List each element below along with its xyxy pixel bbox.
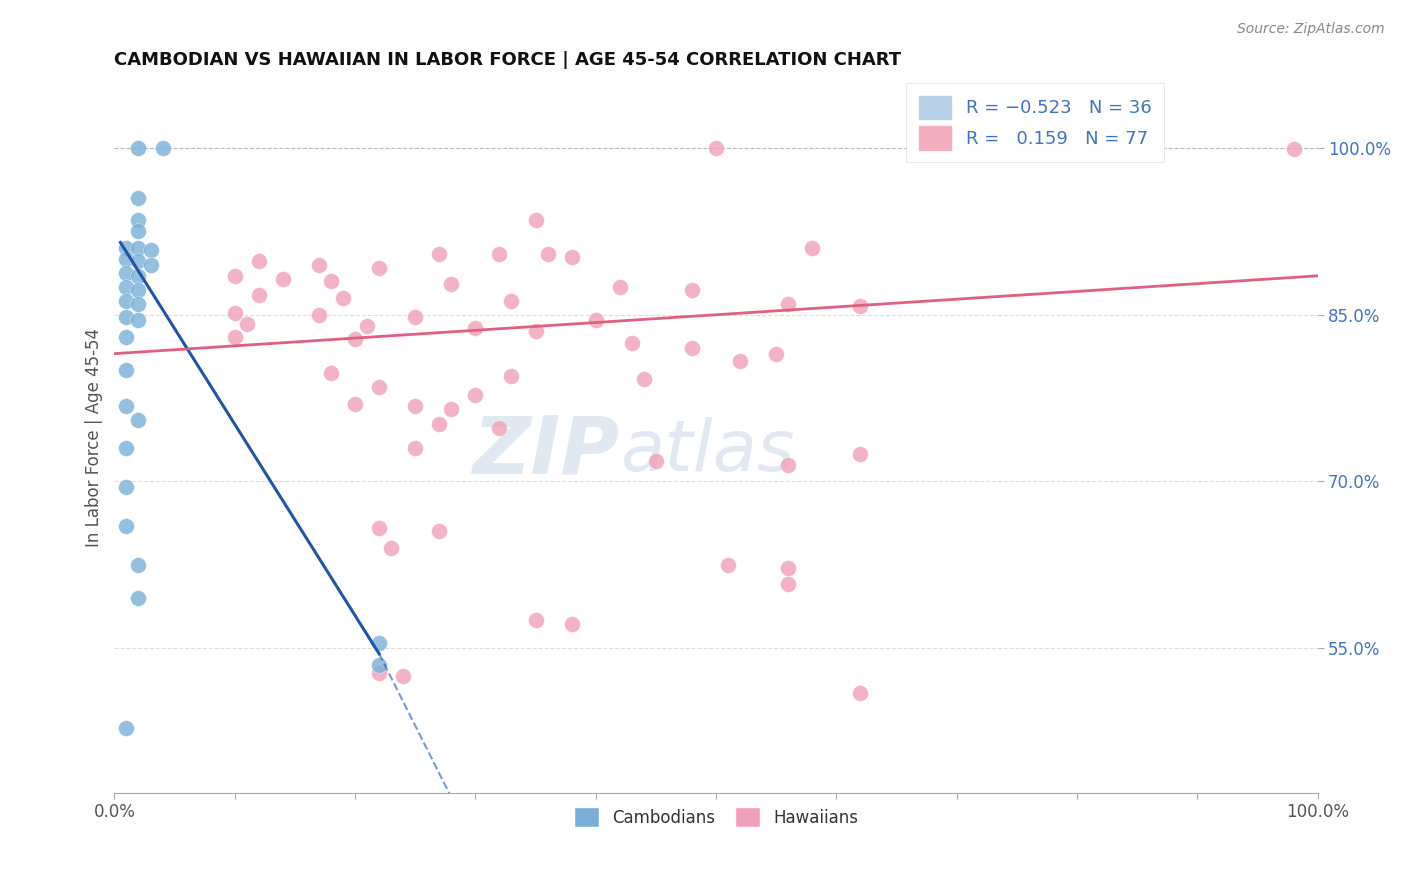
Point <box>127 591 149 606</box>
Point <box>849 685 872 699</box>
Point <box>236 317 259 331</box>
Point <box>115 252 138 267</box>
Point <box>404 441 426 455</box>
Point <box>247 287 270 301</box>
Point <box>681 341 703 355</box>
Point <box>585 313 607 327</box>
Point <box>717 558 740 572</box>
Point <box>778 296 800 310</box>
Point <box>127 224 149 238</box>
Point <box>247 254 270 268</box>
Point <box>115 330 138 344</box>
Point <box>620 335 643 350</box>
Point <box>778 561 800 575</box>
Point <box>849 299 872 313</box>
Point <box>139 244 162 258</box>
Point <box>224 305 246 319</box>
Text: CAMBODIAN VS HAWAIIAN IN LABOR FORCE | AGE 45-54 CORRELATION CHART: CAMBODIAN VS HAWAIIAN IN LABOR FORCE | A… <box>114 51 901 69</box>
Point <box>681 283 703 297</box>
Point <box>392 669 415 683</box>
Point <box>127 268 149 283</box>
Point <box>319 274 342 288</box>
Point <box>440 402 463 417</box>
Point <box>609 280 631 294</box>
Text: atlas: atlas <box>620 417 794 486</box>
Point <box>464 321 486 335</box>
Point <box>127 283 149 297</box>
Point <box>224 268 246 283</box>
Point <box>115 399 138 413</box>
Point <box>488 246 510 260</box>
Point <box>127 558 149 572</box>
Point <box>308 308 330 322</box>
Point <box>344 397 367 411</box>
Point <box>115 310 138 324</box>
Point <box>561 616 583 631</box>
Y-axis label: In Labor Force | Age 45-54: In Labor Force | Age 45-54 <box>86 327 103 547</box>
Point <box>139 258 162 272</box>
Point <box>427 246 450 260</box>
Point <box>524 325 547 339</box>
Point <box>501 294 523 309</box>
Point <box>801 241 824 255</box>
Point <box>849 447 872 461</box>
Point <box>152 141 174 155</box>
Point <box>368 380 391 394</box>
Point <box>765 346 787 360</box>
Point <box>115 441 138 455</box>
Point <box>404 399 426 413</box>
Point <box>368 657 391 672</box>
Point <box>271 272 294 286</box>
Text: ZIP: ZIP <box>472 412 620 491</box>
Text: Source: ZipAtlas.com: Source: ZipAtlas.com <box>1237 22 1385 37</box>
Point <box>127 413 149 427</box>
Point <box>356 318 378 333</box>
Point <box>368 635 391 649</box>
Point <box>644 454 666 468</box>
Point <box>127 313 149 327</box>
Point <box>127 191 149 205</box>
Point <box>127 141 149 155</box>
Point <box>127 254 149 268</box>
Point <box>1282 142 1305 156</box>
Point <box>380 541 402 556</box>
Point <box>115 241 138 255</box>
Point <box>127 296 149 310</box>
Point <box>440 277 463 291</box>
Point <box>344 332 367 346</box>
Point <box>115 721 138 735</box>
Point <box>115 294 138 309</box>
Point <box>524 613 547 627</box>
Point <box>501 368 523 383</box>
Point <box>561 250 583 264</box>
Point <box>427 524 450 539</box>
Point <box>332 291 354 305</box>
Point <box>368 261 391 276</box>
Point <box>368 665 391 680</box>
Point <box>404 310 426 324</box>
Point <box>536 246 558 260</box>
Point <box>115 363 138 377</box>
Point <box>427 417 450 431</box>
Point <box>127 213 149 227</box>
Point <box>728 354 751 368</box>
Legend: Cambodians, Hawaiians: Cambodians, Hawaiians <box>567 800 865 834</box>
Point <box>524 213 547 227</box>
Point <box>778 576 800 591</box>
Point <box>308 258 330 272</box>
Point <box>464 388 486 402</box>
Point <box>778 458 800 472</box>
Point <box>319 366 342 380</box>
Point <box>127 241 149 255</box>
Point <box>488 421 510 435</box>
Point <box>115 280 138 294</box>
Point <box>368 521 391 535</box>
Point <box>633 372 655 386</box>
Point <box>704 141 727 155</box>
Point <box>115 519 138 533</box>
Point <box>115 480 138 494</box>
Point <box>224 330 246 344</box>
Point <box>115 266 138 280</box>
